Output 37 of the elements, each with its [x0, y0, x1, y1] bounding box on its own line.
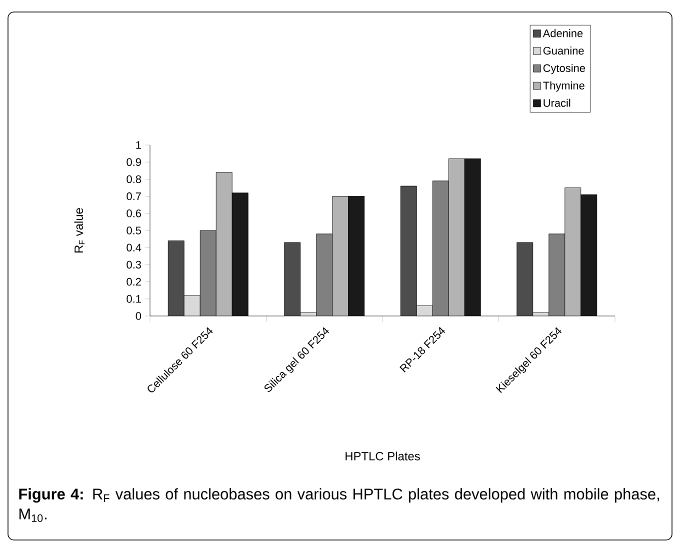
- bar: [316, 234, 332, 316]
- legend-label: Thymine: [543, 81, 584, 92]
- bar: [548, 234, 566, 316]
- bar: [332, 196, 348, 316]
- bar: [580, 194, 598, 316]
- bar: [432, 180, 449, 316]
- y-axis-title: R$_{F}$ value: [74, 208, 85, 252]
- legend-label: Uracil: [544, 98, 570, 107]
- y-tick-label: 0: [136, 312, 142, 320]
- bar: [216, 172, 232, 316]
- bar: [284, 242, 300, 316]
- y-tick-label: 1: [136, 141, 141, 149]
- bar: [232, 192, 248, 316]
- bar: [348, 196, 364, 316]
- y-tick-label: 0.3: [126, 260, 141, 269]
- bar: [400, 186, 417, 316]
- y-tick-label: 0.1: [126, 295, 141, 303]
- bar: [168, 240, 184, 316]
- legend-label: Adenine: [542, 29, 583, 38]
- bar: [516, 242, 534, 316]
- y-tick-label: 0.8: [126, 175, 141, 184]
- y-tick-label: 0.9: [126, 158, 141, 166]
- bar: [464, 158, 481, 316]
- y-tick-label: 0.2: [126, 278, 141, 286]
- y-tick-label: 0.5: [126, 226, 142, 234]
- y-tick-label: 0.4: [126, 244, 142, 252]
- y-tick-label: 0.7: [126, 192, 141, 200]
- x-axis-title: HPTLC Plates: [346, 452, 420, 460]
- bar: [416, 306, 433, 316]
- bar: [564, 188, 582, 316]
- legend-label: Cytosine: [543, 64, 586, 74]
- y-tick-label: 0.6: [126, 210, 141, 218]
- bar: [200, 230, 216, 316]
- legend-label: Guanine: [543, 46, 584, 55]
- bar: [448, 158, 465, 316]
- text: Figure 4: R$_{F}$ values of nucleobases on various HPTLC plates developed with mobile phase, M$_{10}$.: [19, 488, 659, 522]
- bar: [184, 295, 200, 316]
